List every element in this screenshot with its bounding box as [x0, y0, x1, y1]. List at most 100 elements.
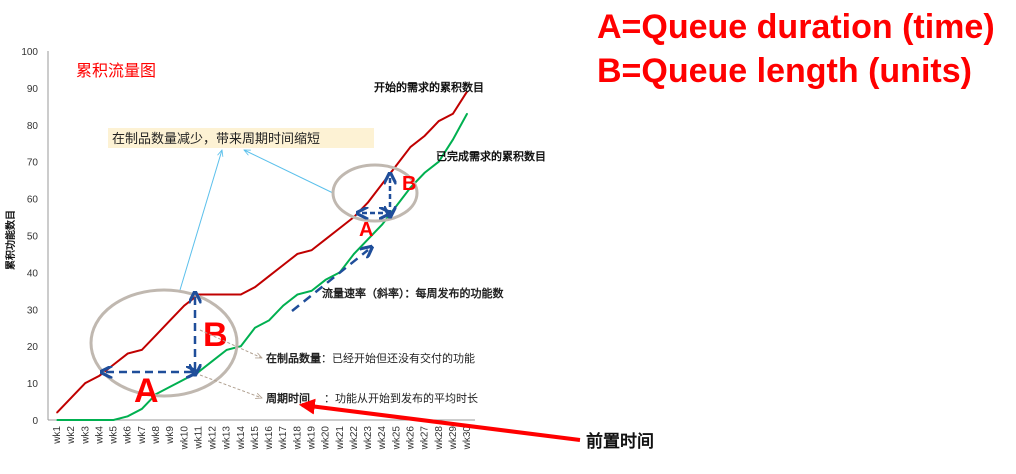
x-tick-label: wk30 — [462, 426, 473, 451]
data-point — [381, 183, 384, 185]
x-tick-label: wk5 — [109, 426, 120, 445]
data-point — [423, 171, 426, 174]
data-point — [296, 253, 299, 255]
y-tick-label: 90 — [27, 84, 39, 95]
wip-label: 在制品数量：已经开始但还没有交付的功能 — [266, 351, 475, 365]
x-tick-label: wk19 — [307, 426, 318, 451]
y-tick-label: 20 — [27, 342, 39, 353]
data-point — [56, 419, 58, 421]
y-axis-label: 累积功能数目 — [4, 210, 17, 270]
data-point — [141, 408, 143, 410]
data-point — [254, 286, 256, 288]
x-tick-label: wk27 — [420, 426, 431, 451]
data-point — [452, 112, 454, 115]
lead-time-label: 前置时间 — [586, 431, 654, 452]
wip-pointer — [199, 329, 262, 359]
data-point — [466, 112, 468, 115]
marker-a: A — [134, 372, 159, 410]
x-tick-label: wk4 — [94, 426, 105, 445]
y-tick-label: 70 — [27, 158, 39, 169]
axes — [47, 51, 475, 421]
callout-box — [108, 128, 374, 148]
data-point — [211, 360, 214, 362]
cycle-pointer — [199, 374, 262, 398]
data-point — [240, 345, 242, 348]
data-point — [339, 227, 341, 229]
data-point — [183, 378, 186, 381]
data-point — [367, 201, 369, 204]
data-point — [282, 264, 285, 266]
series-label-started: 开始的需求的累积数目 — [374, 80, 484, 94]
data-point — [126, 415, 129, 418]
chart-title: 累积流量图 — [76, 61, 156, 80]
data-point — [381, 223, 384, 226]
wip-bold: 在制品数量 — [266, 351, 321, 365]
data-point — [155, 334, 157, 336]
callout-pointer-2 — [244, 149, 334, 194]
data-point — [437, 160, 440, 163]
x-tick-label: wk3 — [80, 426, 91, 445]
marker-b: B — [203, 316, 228, 354]
throughput-text: 流量速率（斜率）：每周发布的功能数 — [322, 286, 504, 300]
y-tick-label: 0 — [32, 416, 38, 427]
callout-pointer-1 — [179, 150, 222, 291]
data-point — [84, 382, 87, 384]
data-point — [225, 293, 228, 296]
data-point — [282, 304, 285, 307]
data-point — [324, 278, 327, 281]
data-point — [452, 138, 454, 141]
cycle-desc: ：功能从开始到发布的平均时长 — [324, 391, 478, 405]
data-point — [353, 253, 355, 255]
series-line-completed — [57, 113, 468, 421]
x-tick-label: wk9 — [165, 426, 176, 445]
x-tick-label: wk7 — [137, 426, 148, 445]
x-tick-label: wk1 — [52, 426, 63, 445]
x-tick-label: wk11 — [193, 426, 204, 450]
throughput-label: 流量速率（斜率）：每周发布的功能数 — [322, 286, 504, 300]
data-point — [70, 397, 72, 399]
marker-a-small: A — [359, 219, 373, 241]
data-point — [84, 419, 87, 421]
x-tick-label: wk8 — [151, 426, 162, 445]
data-point — [211, 293, 214, 296]
data-point — [437, 120, 440, 122]
data-point — [141, 349, 143, 351]
data-point — [395, 205, 398, 207]
x-tick-label: wk18 — [292, 426, 303, 451]
cycle-time-label: 周期时间 ：功能从开始到发布的平均时长 — [266, 391, 478, 405]
x-tick-label: wk6 — [123, 426, 134, 445]
data-point — [197, 371, 200, 373]
highlight-circle-small — [331, 163, 419, 223]
data-point — [183, 304, 186, 307]
legend-queue-duration: A=Queue duration (time) — [597, 8, 995, 46]
x-tick-label: wk2 — [66, 426, 77, 445]
x-tick-label: wk10 — [179, 426, 190, 451]
x-tick-label: wk20 — [321, 426, 332, 451]
y-tick-label: 100 — [21, 47, 38, 58]
y-tick-label: 30 — [27, 305, 39, 316]
x-tick-label: wk12 — [208, 426, 219, 451]
data-point — [112, 419, 115, 421]
y-tick-label: 40 — [27, 268, 39, 279]
data-point — [56, 411, 58, 414]
data-point — [169, 385, 171, 388]
x-tick-label: wk22 — [349, 426, 360, 451]
data-point — [296, 293, 299, 296]
y-tick-label: 50 — [27, 232, 39, 243]
wip-desc: ：已经开始但还没有交付的功能 — [321, 351, 475, 365]
y-tick-label: 60 — [27, 195, 39, 206]
data-point — [126, 352, 129, 355]
callout-wip-reduced: 在制品数量减少，带来周期时间缩短 — [112, 131, 320, 147]
data-point — [98, 419, 101, 421]
series-label-completed: 已完成需求的累积数目 — [436, 149, 546, 163]
x-tick-label: wk26 — [406, 426, 417, 451]
data-point — [169, 319, 171, 322]
data-point — [409, 186, 412, 189]
x-tick-label: wk14 — [236, 426, 247, 451]
cycle-bold: 周期时间 — [266, 391, 310, 405]
data-point — [466, 90, 468, 93]
data-point — [367, 238, 369, 240]
x-tick-label: wk15 — [250, 426, 261, 451]
data-point — [225, 349, 228, 351]
